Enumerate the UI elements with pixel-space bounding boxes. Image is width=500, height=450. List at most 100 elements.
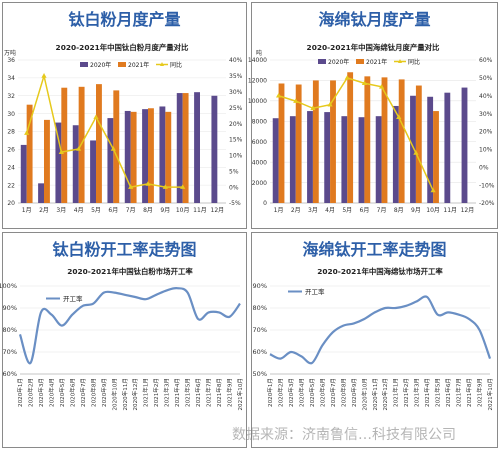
x-tick-label: 2021年4月 <box>423 378 431 407</box>
y2-tick-label: 30% <box>229 89 243 96</box>
y2-tick-label: 10% <box>229 153 243 160</box>
bar-2021 <box>312 80 319 203</box>
x-tick-label: 3月 <box>56 207 66 214</box>
legend-label-2021: 2021年 <box>366 58 387 66</box>
y-tick-label: 4000 <box>252 159 267 166</box>
x-tick-label: 2021年1月 <box>392 378 400 407</box>
bar-2020 <box>341 116 348 203</box>
bar-2021 <box>26 104 33 203</box>
yoy-marker <box>275 92 282 98</box>
bar-2020 <box>461 87 468 203</box>
y2-tick-label: 25% <box>229 105 243 112</box>
x-tick-label: 9月 <box>411 207 421 214</box>
yoy-marker <box>93 114 99 119</box>
bar-2020 <box>358 117 365 203</box>
y2-tick-label: 0% <box>229 184 239 191</box>
x-tick-label: 5月 <box>342 207 352 214</box>
y2-tick-label: -10% <box>479 182 495 189</box>
legend-label-yoy: 同比 <box>408 58 420 66</box>
y2-tick-label: 60% <box>479 57 493 64</box>
yoy-marker <box>396 114 402 119</box>
bar-2020 <box>324 112 331 203</box>
x-tick-label: 12月 <box>211 207 225 214</box>
x-tick-label: 2021年3月 <box>163 378 171 407</box>
bar-2021 <box>113 90 120 203</box>
x-tick-label: 2020年1月 <box>16 378 24 407</box>
operating-rate-line <box>269 295 492 365</box>
y-tick-label: 32 <box>7 93 15 100</box>
y-tick-label: 28 <box>7 129 15 136</box>
x-tick-label: 2021年5月 <box>184 378 192 407</box>
y-tick-label: 80% <box>253 304 267 312</box>
y-axis-unit-label: 吨 <box>256 49 262 57</box>
x-tick-label: 1月 <box>274 207 284 214</box>
legend-label-yoy: 同比 <box>170 61 182 69</box>
panel-header: 钛白粉开工率走势图 <box>52 240 197 259</box>
x-tick-label: 2020年8月 <box>89 378 97 407</box>
bar-2020 <box>444 92 451 203</box>
legend-swatch-2021 <box>118 62 126 67</box>
bar-2020 <box>410 95 416 203</box>
x-tick-label: 11月 <box>443 207 457 214</box>
x-tick-label: 7月 <box>377 207 387 214</box>
chart-title: 2020-2021年中国钛白粉月度产量对比 <box>56 43 190 52</box>
panel-header: 钛白粉月度产量 <box>68 10 181 29</box>
yoy-marker <box>76 146 82 151</box>
y-tick-label: 12000 <box>248 78 267 85</box>
legend-marker-yoy <box>398 59 402 63</box>
y-tick-label: 36 <box>7 57 15 64</box>
x-tick-label: 5月 <box>91 207 101 214</box>
x-tick-label: 2021年7月 <box>455 378 463 407</box>
y-tick-label: 34 <box>7 75 15 82</box>
x-tick-label: 2021年3月 <box>413 378 421 407</box>
x-tick-label: 2021年1月 <box>142 378 150 407</box>
legend-swatch-2020 <box>80 62 88 67</box>
x-tick-label: 3月 <box>308 207 318 214</box>
yoy-marker <box>430 187 436 193</box>
x-tick-label: 10月 <box>176 207 190 214</box>
legend-swatch-2020 <box>318 59 326 64</box>
bar-2020 <box>272 118 279 203</box>
bar-2020 <box>142 109 148 203</box>
y-tick-label: 24 <box>7 164 15 171</box>
x-tick-label: 2020年9月 <box>100 378 108 407</box>
x-tick-label: 2020年8月 <box>339 378 347 407</box>
bar-2020 <box>159 106 166 203</box>
y2-tick-label: 40% <box>479 93 493 100</box>
bar-2020 <box>194 92 200 203</box>
y-tick-label: 2000 <box>252 180 267 187</box>
y-tick-label: 70% <box>3 348 17 356</box>
x-tick-label: 12月 <box>461 207 475 214</box>
bar-2021 <box>398 79 405 203</box>
x-tick-label: 2020年7月 <box>329 378 337 407</box>
bar-2020 <box>38 183 44 203</box>
yoy-marker <box>293 98 299 103</box>
chart-title: 2020-2021年中国海绵钛月度产量对比 <box>307 43 441 52</box>
bar-2021 <box>278 83 285 203</box>
bar-2021 <box>44 119 50 203</box>
yoy-marker <box>344 75 350 80</box>
y-tick-label: 8000 <box>252 118 267 125</box>
yoy-line <box>25 72 183 188</box>
panel-sponge-ti-operating-rate: 海绵钛开工率走势图 <box>251 232 498 448</box>
bar-2021 <box>61 87 68 203</box>
x-tick-label: 6月 <box>108 207 118 214</box>
x-tick-label: 2020年1月 <box>266 378 274 407</box>
panel-header: 海绵钛月度产量 <box>318 10 431 29</box>
yoy-marker <box>413 150 419 155</box>
x-tick-label: 2021年4月 <box>173 378 181 407</box>
bar-2021 <box>96 84 102 203</box>
y2-tick-label: 15% <box>229 137 243 144</box>
legend-label-2021: 2021年 <box>128 61 149 69</box>
legend-label-2020: 2020年 <box>328 58 349 66</box>
x-tick-label: 4月 <box>325 207 335 214</box>
yoy-line <box>278 76 434 191</box>
bar-2021 <box>130 111 137 203</box>
x-tick-label: 2020年3月 <box>37 378 45 407</box>
yoy-marker <box>128 184 134 189</box>
bar-2020 <box>55 122 62 203</box>
y2-tick-label: -20% <box>479 200 495 207</box>
y-tick-label: 100% <box>0 282 17 290</box>
x-tick-label: 2021年9月 <box>226 378 234 407</box>
